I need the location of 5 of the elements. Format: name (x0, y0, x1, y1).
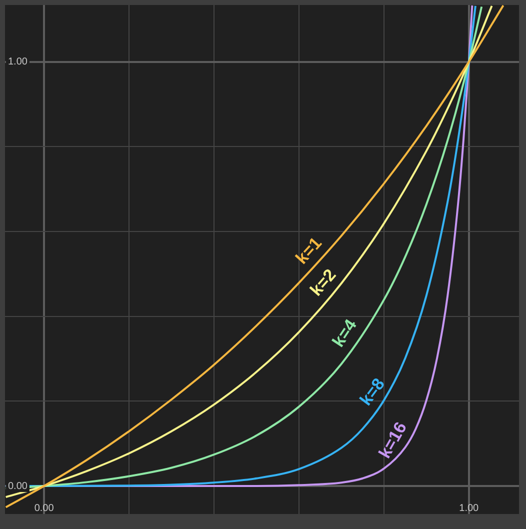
text: k=2 (306, 265, 340, 300)
text: k=1 (292, 234, 326, 268)
text: k=4 (328, 316, 361, 351)
text: k=16 (375, 418, 411, 462)
text: k=8 (356, 374, 389, 410)
